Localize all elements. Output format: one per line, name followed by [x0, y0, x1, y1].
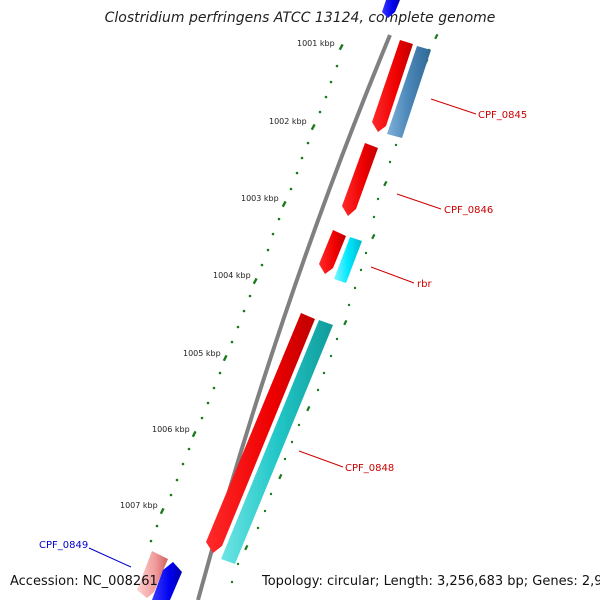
map-title: Clostridium perfringens ATCC 13124, comp…	[104, 10, 496, 26]
tick-label: 1005 kbp	[183, 349, 221, 358]
label-leader	[88, 547, 132, 568]
gene-label-rbr[interactable]: rbr	[417, 279, 432, 290]
cds-bar	[221, 320, 333, 564]
tick-label: 1001 kbp	[297, 39, 335, 48]
cds-bar	[334, 237, 362, 283]
tick-label: 1003 kbp	[241, 194, 279, 203]
tick-label: 1002 kbp	[269, 117, 307, 126]
tick-label: 1007 kbp	[120, 501, 158, 510]
cds-bar	[387, 46, 431, 138]
gene-label-cpf0849[interactable]: CPF_0849	[39, 540, 88, 551]
label-leader	[298, 450, 344, 468]
label-leader	[396, 193, 442, 210]
gene-arrow	[206, 313, 315, 553]
inner-dot-track	[230, 48, 431, 584]
accession-label: Accession: NC_008261	[10, 574, 158, 589]
label-leader	[370, 266, 415, 284]
label-leader	[430, 98, 477, 115]
tick-label: 1006 kbp	[152, 425, 190, 434]
gene-label-cpf0845[interactable]: CPF_0845	[478, 110, 527, 121]
outer-dot-track	[149, 64, 339, 543]
gene-arrow	[372, 40, 413, 132]
genome-summary: Topology: circular; Length: 3,256,683 bp…	[262, 574, 600, 589]
gene-label-cpf0846[interactable]: CPF_0846	[444, 205, 493, 216]
gene-arrow	[382, 0, 400, 18]
tick-label: 1004 kbp	[213, 271, 251, 280]
gene-arrow	[342, 143, 378, 216]
gene-arrow	[137, 551, 168, 598]
gene-arrow	[152, 562, 182, 600]
gene-label-cpf0848[interactable]: CPF_0848	[345, 463, 394, 474]
outer-tick-track	[159, 43, 344, 515]
gene-arrow	[319, 230, 346, 274]
